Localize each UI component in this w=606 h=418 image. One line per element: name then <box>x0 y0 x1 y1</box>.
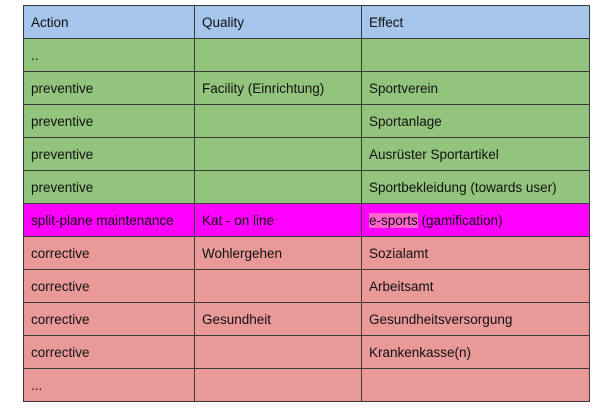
quality-cell <box>194 368 362 402</box>
table-row: preventive Sportbekleidung (towards user… <box>23 170 590 204</box>
action-cell: ... <box>23 368 195 402</box>
action-cell: split-plane maintenance <box>23 203 195 237</box>
highlighted-text: e-sports <box>369 212 418 228</box>
effect-text: (gamification) <box>417 212 503 228</box>
effect-cell: Sportverein <box>361 71 590 105</box>
effect-cell: Krankenkasse(n) <box>361 335 590 369</box>
effect-cell: Gesundheitsversorgung <box>361 302 590 336</box>
action-cell: corrective <box>23 302 195 336</box>
action-cell: preventive <box>23 71 195 105</box>
action-cell: .. <box>23 38 195 72</box>
quality-cell: Gesundheit <box>194 302 362 336</box>
action-cell: corrective <box>23 269 195 303</box>
header-action: Action <box>23 5 195 39</box>
quality-cell <box>194 170 362 204</box>
header-quality: Quality <box>194 5 362 39</box>
action-cell: corrective <box>23 335 195 369</box>
action-cell: preventive <box>23 137 195 171</box>
table-row: preventive Ausrüster Sportartikel <box>23 137 590 171</box>
action-cell: preventive <box>23 170 195 204</box>
quality-cell <box>194 335 362 369</box>
quality-cell <box>194 38 362 72</box>
effect-cell: Sozialamt <box>361 236 590 270</box>
effect-cell: Ausrüster Sportartikel <box>361 137 590 171</box>
effect-cell <box>361 368 590 402</box>
table-row: corrective Wohlergehen Sozialamt <box>23 236 590 270</box>
effect-cell: e-sports (gamification) <box>361 203 590 237</box>
quality-cell: Kat - on line <box>194 203 362 237</box>
table-row: preventive Sportanlage <box>23 104 590 138</box>
table-row: split-plane maintenance Kat - on line e-… <box>23 203 590 237</box>
effect-cell: Arbeitsamt <box>361 269 590 303</box>
header-effect: Effect <box>361 5 590 39</box>
effect-cell <box>361 38 590 72</box>
table-row: corrective Gesundheit Gesundheitsversorg… <box>23 302 590 336</box>
quality-cell <box>194 269 362 303</box>
quality-cell <box>194 104 362 138</box>
table-row: preventive Facility (Einrichtung) Sportv… <box>23 71 590 105</box>
action-cell: corrective <box>23 236 195 270</box>
table-row: corrective Arbeitsamt <box>23 269 590 303</box>
action-quality-effect-table: Action Quality Effect .. preventive Faci… <box>23 5 590 402</box>
quality-cell: Facility (Einrichtung) <box>194 71 362 105</box>
table-row: .. <box>23 38 590 72</box>
quality-cell <box>194 137 362 171</box>
effect-cell: Sportanlage <box>361 104 590 138</box>
action-cell: preventive <box>23 104 195 138</box>
table-row: corrective Krankenkasse(n) <box>23 335 590 369</box>
quality-cell: Wohlergehen <box>194 236 362 270</box>
header-row: Action Quality Effect <box>23 5 590 39</box>
effect-cell: Sportbekleidung (towards user) <box>361 170 590 204</box>
table-row: ... <box>23 368 590 402</box>
